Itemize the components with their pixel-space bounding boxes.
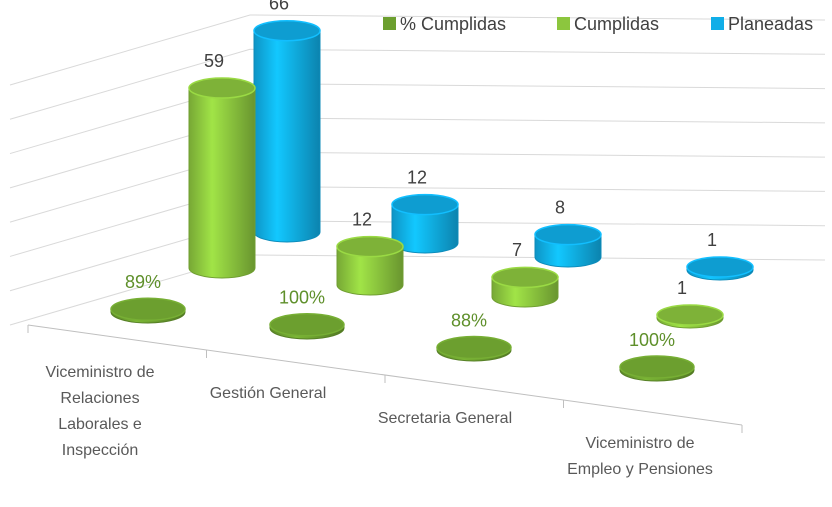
cylinder-top xyxy=(110,297,186,322)
cylinder-top xyxy=(619,355,695,379)
cylinder-top xyxy=(686,256,754,278)
grid-line xyxy=(9,48,826,120)
data-label: 66 xyxy=(269,0,289,13)
x-tick-label: Gestión General xyxy=(209,385,327,402)
cylinder-top xyxy=(534,223,602,246)
data-label: 12 xyxy=(352,209,372,229)
data-label: 88% xyxy=(451,310,487,330)
x-tick-label: Viceministro de Relaciones Laborales e I… xyxy=(45,364,155,459)
cylinder-top xyxy=(336,235,404,258)
legend-swatch xyxy=(557,17,570,30)
cylinder-body xyxy=(253,30,321,243)
cylinder-body xyxy=(188,87,256,279)
data-label: 1 xyxy=(707,230,717,250)
cylinder-top xyxy=(436,335,512,360)
data-label: 12 xyxy=(407,167,427,187)
legend-label: Cumplidas xyxy=(574,14,659,34)
x-tick-label: Viceministro de Empleo y Pensiones xyxy=(567,435,713,478)
cylinder-top xyxy=(188,77,256,99)
data-label: 100% xyxy=(279,288,325,308)
cylinder-top xyxy=(269,313,345,337)
legend-label: Planeadas xyxy=(728,14,813,34)
legend-swatch xyxy=(383,17,396,30)
x-tick-label: Secretaria General xyxy=(377,410,513,427)
data-label: 1 xyxy=(677,278,687,298)
cylinder-top xyxy=(491,266,559,289)
cylinder-top xyxy=(656,304,724,326)
legend-label: % Cumplidas xyxy=(400,14,506,34)
cylinder-body xyxy=(336,246,404,296)
data-label: 8 xyxy=(555,197,565,217)
data-label: 7 xyxy=(512,240,522,260)
grid-line xyxy=(9,14,826,86)
grid-line xyxy=(9,83,826,155)
cylinder-top xyxy=(391,193,459,216)
legend-swatch xyxy=(711,17,724,30)
data-label: 89% xyxy=(125,272,161,292)
cylinder-top xyxy=(253,19,321,42)
data-label: 59 xyxy=(204,51,224,71)
data-label: 100% xyxy=(629,330,675,350)
